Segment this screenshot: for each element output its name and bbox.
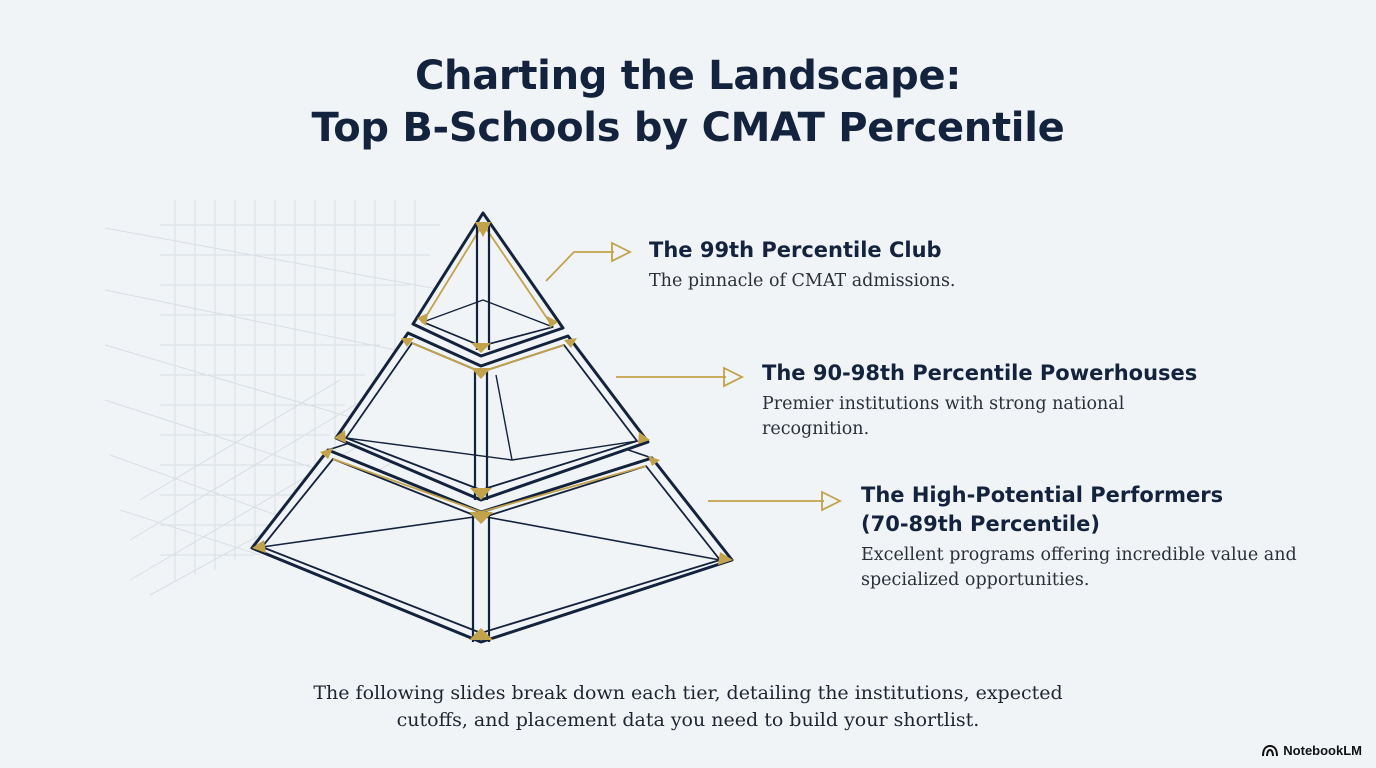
tier-description: The pinnacle of CMAT admissions. [649, 271, 956, 291]
title-line-1: Charting the Landscape: [414, 53, 962, 99]
tier-description: Excellent programs offering incredible v… [861, 545, 1297, 590]
tier-heading-line: (70-89th Percentile) [861, 512, 1100, 536]
corner-markers [252, 222, 733, 640]
callout-arrow-tier-1 [545, 241, 633, 282]
footer-caption: The following slides break down each tie… [238, 680, 1138, 734]
tier-99th-callout: The 99th Percentile Club The pinnacle of… [649, 236, 1149, 294]
pyramid-tier-top [411, 211, 565, 358]
footer-line-2: cutoffs, and placement data you need to … [396, 709, 980, 731]
brand-label: NotebookLM [1283, 743, 1362, 758]
page-title: Charting the Landscape: Top B-Schools by… [0, 50, 1376, 154]
tier-heading: The High-Potential Performers (70-89th P… [861, 481, 1301, 539]
tier-description: Premier institutions with strong nationa… [762, 394, 1125, 439]
callout-arrow-tier-2 [616, 366, 745, 388]
brand-badge: NotebookLM [1262, 743, 1362, 758]
tier-heading-line: The High-Potential Performers [861, 483, 1224, 507]
pyramid-tier-bottom [250, 399, 734, 644]
pyramid-tier-middle [334, 331, 650, 502]
footer-line-1: The following slides break down each tie… [313, 682, 1063, 704]
tier-70-89th-callout: The High-Potential Performers (70-89th P… [861, 481, 1301, 593]
tier-heading: The 99th Percentile Club [649, 236, 1149, 265]
tier-heading-line: The 90-98th Percentile Powerhouses [762, 361, 1198, 385]
callout-arrow-tier-3 [708, 490, 843, 512]
tier-heading-line: The 99th Percentile Club [649, 238, 942, 262]
title-line-2: Top B-Schools by CMAT Percentile [311, 105, 1065, 151]
tier-90-98th-callout: The 90-98th Percentile Powerhouses Premi… [762, 359, 1198, 442]
tier-heading: The 90-98th Percentile Powerhouses [762, 359, 1198, 388]
notebooklm-logo-icon [1262, 744, 1279, 756]
